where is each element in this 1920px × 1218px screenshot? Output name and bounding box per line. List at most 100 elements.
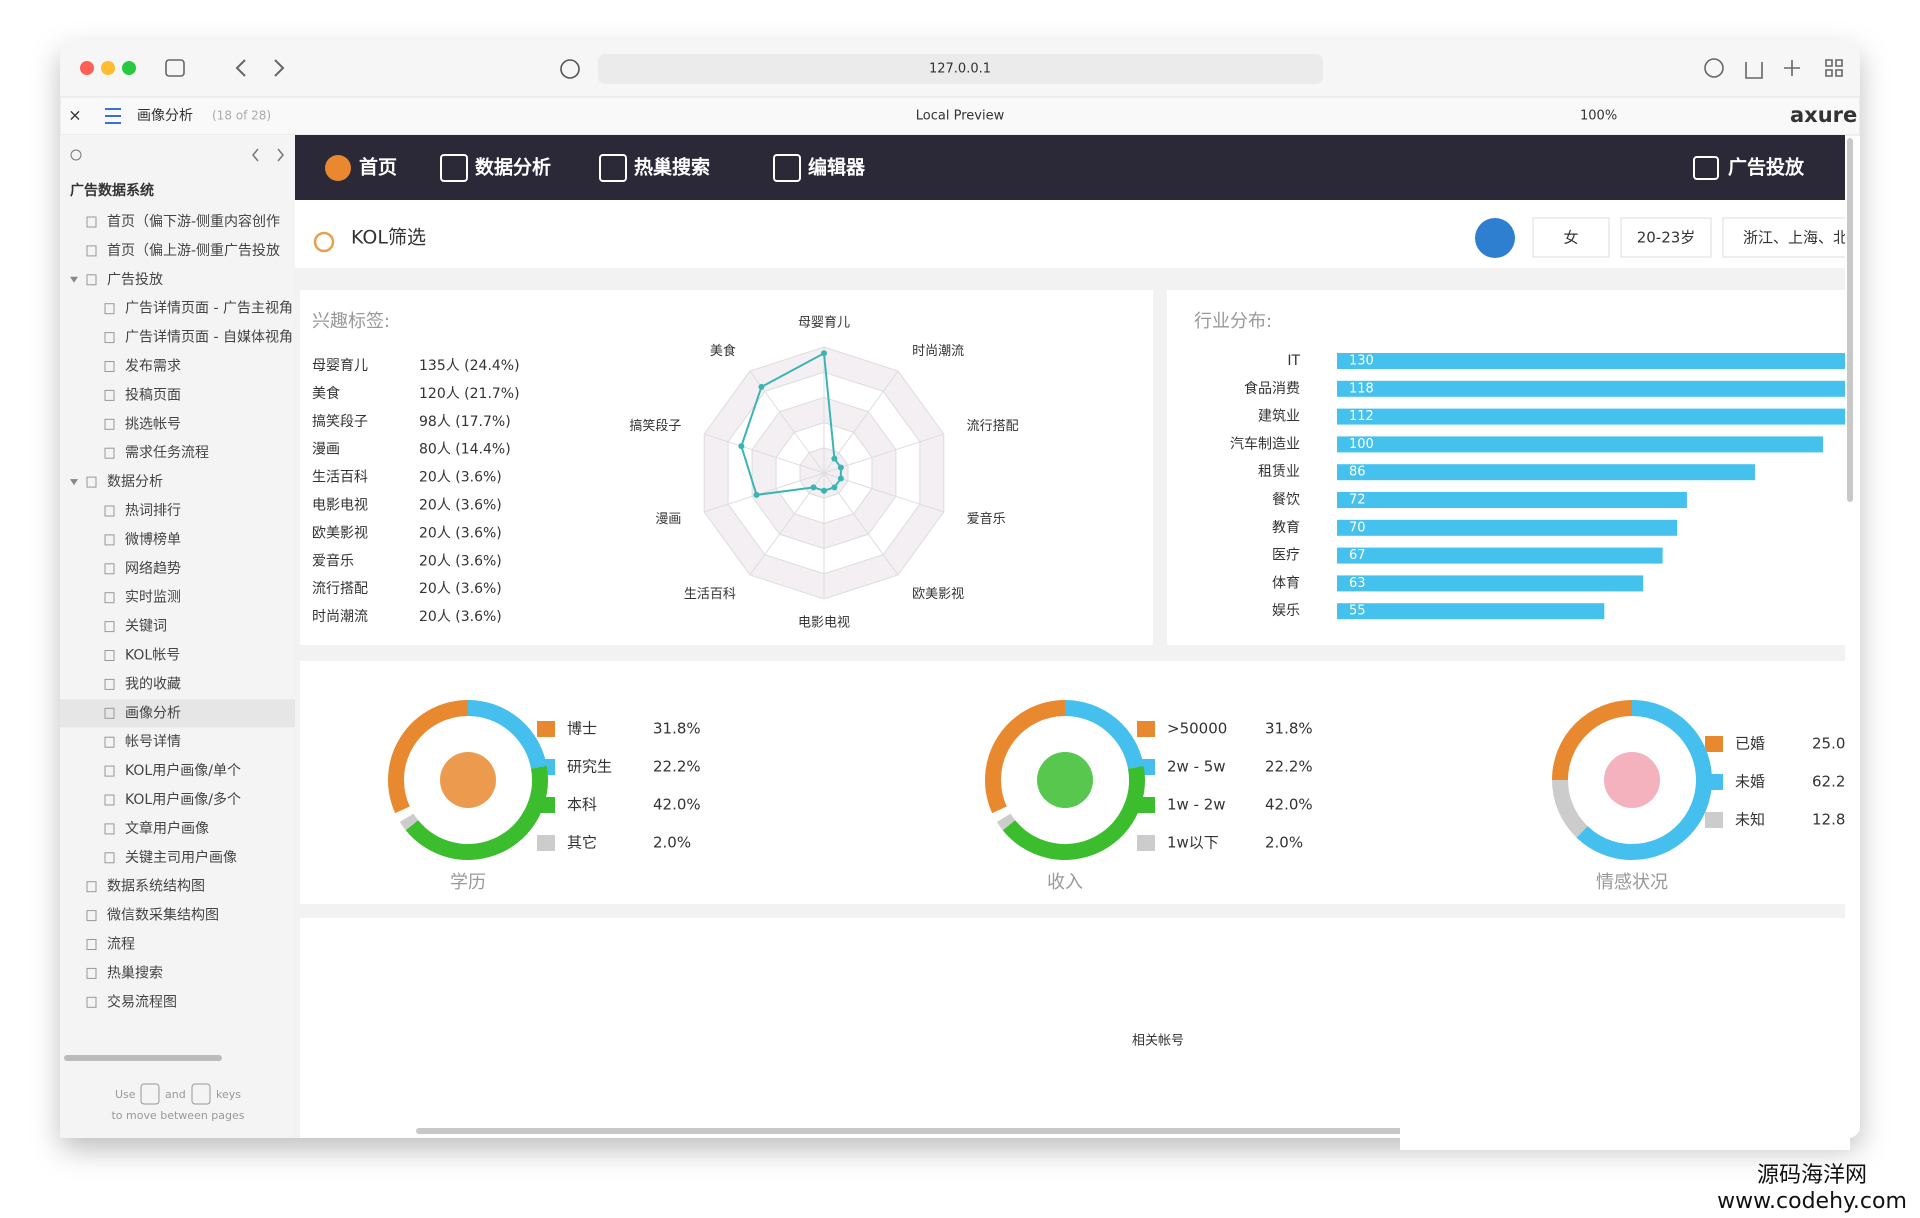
tree-item[interactable]: 关键主司用户画像: [125, 849, 237, 866]
radar-axis: [823, 472, 899, 576]
tree-item[interactable]: 微信数采集结构图: [107, 907, 219, 924]
donut-segment: [996, 813, 1016, 831]
tree-item[interactable]: 发布需求: [125, 359, 181, 375]
page-icon: [104, 361, 115, 372]
toolbar-icons[interactable]: [1704, 58, 1843, 79]
medal-icon: [313, 231, 335, 253]
page-icon: [104, 707, 115, 719]
folder-arrow[interactable]: [70, 276, 78, 283]
filter-option[interactable]: [1722, 217, 1860, 258]
tree-item[interactable]: 我的收藏: [125, 676, 181, 692]
nav-item[interactable]: 编辑器: [808, 156, 866, 179]
donut-segment: [1552, 700, 1633, 781]
nav-item[interactable]: 数据分析: [475, 156, 551, 179]
tree-item[interactable]: 广告详情页面 - 自媒体视角: [125, 330, 293, 346]
bar-value: 100: [1349, 437, 1374, 452]
url: 127.0.0.1: [929, 62, 991, 77]
page-icon: [86, 881, 97, 893]
v-scrollbar[interactable]: [1847, 138, 1853, 502]
tree-item[interactable]: 热词排行: [125, 503, 181, 519]
tree-item[interactable]: 挑选帐号: [125, 416, 181, 432]
tree-item[interactable]: 广告投放: [107, 272, 163, 288]
legend-name: 博士: [567, 720, 597, 738]
page-icon: [104, 794, 115, 806]
page-arrows[interactable]: [252, 148, 284, 162]
side-scroll[interactable]: [64, 1055, 222, 1061]
interest-name: 美食: [312, 385, 340, 402]
filter-option-label[interactable]: 女: [1563, 229, 1578, 247]
tree-item[interactable]: 网络趋势: [125, 561, 181, 577]
bar: [1337, 380, 1845, 397]
tree-item[interactable]: 首页（偏下游-侧重内容创作: [107, 213, 280, 230]
radar-point: [753, 491, 760, 498]
tree-item[interactable]: 热巢搜索: [107, 964, 163, 981]
sidebar: [60, 135, 295, 1138]
tree-item[interactable]: 关键词: [125, 619, 167, 635]
tree-item[interactable]: 需求任务流程: [125, 445, 209, 461]
radar-label: 美食: [710, 343, 736, 359]
interest-name: 生活百科: [312, 470, 368, 486]
h-scrollbar[interactable]: [416, 1128, 1408, 1134]
filter-option[interactable]: [1620, 217, 1712, 258]
filter-option-label[interactable]: 20-23岁: [1637, 229, 1696, 247]
tree-item[interactable]: 画像分析: [125, 705, 181, 721]
radar-point: [831, 455, 838, 462]
tree-root: 广告数据系统: [70, 182, 154, 199]
tree-item[interactable]: 首页（偏上游-侧重广告投放: [107, 243, 280, 259]
radar-axis: [704, 472, 825, 513]
page-icon: [86, 476, 97, 488]
minimize-button[interactable]: [101, 61, 115, 75]
nav-item[interactable]: 广告投放: [1728, 156, 1805, 179]
tree-item[interactable]: 投稿页面: [125, 387, 181, 403]
tree-item[interactable]: 实时监测: [125, 590, 181, 606]
donut-segment: [388, 700, 469, 814]
donut-icon: [1037, 752, 1093, 808]
legend-swatch: [1137, 721, 1155, 737]
radar-axis: [749, 472, 825, 576]
zoom-button[interactable]: [122, 61, 136, 75]
bar-value: 118: [1349, 381, 1374, 396]
bar: [1337, 519, 1678, 536]
interest-count: 20人 (3.6%): [419, 498, 502, 514]
legend-name: 本科: [567, 796, 597, 814]
tree-item[interactable]: KOL帐号: [125, 648, 180, 664]
legend-name: 研究生: [567, 758, 612, 776]
tree-item[interactable]: 文章用户画像: [125, 820, 209, 837]
interest-count: 20人 (3.6%): [419, 553, 502, 569]
tree-item[interactable]: 微博榜单: [125, 531, 181, 548]
interest-name: 搞笑段子: [312, 414, 368, 430]
page-icon: [86, 910, 97, 922]
history-arrows[interactable]: [235, 59, 285, 77]
folder-arrow[interactable]: [70, 479, 78, 486]
interest-name: 时尚潮流: [312, 609, 368, 625]
zoom[interactable]: 100%: [1580, 109, 1617, 124]
tree-item[interactable]: 交易流程图: [107, 993, 177, 1010]
bar-category: 体育: [1272, 575, 1300, 591]
tree-item[interactable]: 帐号详情: [125, 734, 181, 750]
bar-category: 汽车制造业: [1230, 435, 1300, 452]
bar-category: 教育: [1272, 520, 1300, 536]
filter-option[interactable]: [1532, 217, 1610, 258]
tree-item[interactable]: 流程: [107, 937, 135, 953]
nav-item[interactable]: 首页: [359, 156, 397, 179]
tree-item[interactable]: 数据系统结构图: [107, 879, 205, 895]
filter-option-label[interactable]: 浙江、上海、北: [1743, 229, 1848, 247]
bar: [1337, 547, 1663, 564]
shield-icon[interactable]: [560, 59, 580, 79]
url-box[interactable]: [598, 54, 1323, 84]
tree-item[interactable]: 广告详情页面 - 广告主视角: [125, 301, 293, 317]
tab-count: (18 of 28): [212, 109, 271, 123]
page-icon: [86, 967, 97, 979]
nav-item[interactable]: 热巢搜索: [634, 156, 710, 179]
menu-icon[interactable]: [105, 108, 121, 124]
tree-item[interactable]: 数据分析: [107, 474, 163, 490]
tree-item[interactable]: KOL用户画像/多个: [125, 791, 241, 808]
legend-name: >50000: [1167, 720, 1227, 738]
tree-item[interactable]: KOL用户画像/单个: [125, 762, 241, 779]
sidebar-toggle[interactable]: [165, 59, 185, 77]
close-button[interactable]: [80, 61, 94, 75]
close-x[interactable]: ×: [68, 106, 81, 125]
search-icon[interactable]: [70, 149, 82, 161]
nav-icon: [325, 155, 351, 181]
legend-value: 42.0%: [1265, 796, 1313, 814]
